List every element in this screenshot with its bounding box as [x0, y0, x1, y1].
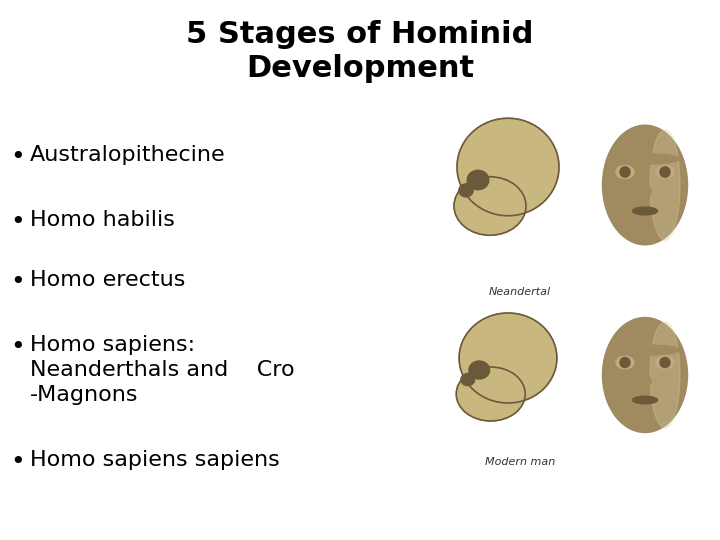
Text: Homo habilis: Homo habilis: [30, 210, 175, 230]
Text: Homo erectus: Homo erectus: [30, 270, 185, 290]
Ellipse shape: [610, 345, 680, 355]
Ellipse shape: [656, 356, 674, 369]
Ellipse shape: [632, 207, 657, 215]
Ellipse shape: [459, 184, 473, 197]
Ellipse shape: [457, 118, 559, 216]
Ellipse shape: [616, 165, 634, 179]
Ellipse shape: [456, 367, 526, 421]
Text: Australopithecine: Australopithecine: [30, 145, 225, 165]
Ellipse shape: [660, 167, 670, 177]
Ellipse shape: [454, 177, 526, 235]
Ellipse shape: [639, 185, 651, 198]
Ellipse shape: [620, 357, 630, 368]
Text: •: •: [11, 450, 25, 474]
Ellipse shape: [603, 318, 688, 433]
Text: •: •: [11, 270, 25, 294]
Text: Neandertal: Neandertal: [489, 287, 551, 297]
Ellipse shape: [620, 167, 630, 177]
Ellipse shape: [639, 375, 651, 388]
Ellipse shape: [467, 170, 489, 190]
Ellipse shape: [660, 357, 670, 368]
Ellipse shape: [616, 356, 634, 369]
Ellipse shape: [650, 322, 680, 428]
Ellipse shape: [632, 396, 657, 404]
Ellipse shape: [469, 361, 490, 379]
Text: Modern man: Modern man: [485, 457, 555, 467]
Ellipse shape: [650, 130, 680, 240]
Ellipse shape: [461, 374, 474, 386]
Text: •: •: [11, 210, 25, 234]
Text: 5 Stages of Hominid
Development: 5 Stages of Hominid Development: [186, 20, 534, 83]
Ellipse shape: [656, 165, 674, 179]
Text: Homo sapiens sapiens: Homo sapiens sapiens: [30, 450, 280, 470]
Text: •: •: [11, 145, 25, 169]
Ellipse shape: [603, 125, 688, 245]
Text: Homo sapiens:
Neanderthals and    Cro
-Magnons: Homo sapiens: Neanderthals and Cro -Magn…: [30, 335, 294, 404]
Text: •: •: [11, 335, 25, 359]
Ellipse shape: [610, 154, 680, 164]
Ellipse shape: [459, 313, 557, 403]
